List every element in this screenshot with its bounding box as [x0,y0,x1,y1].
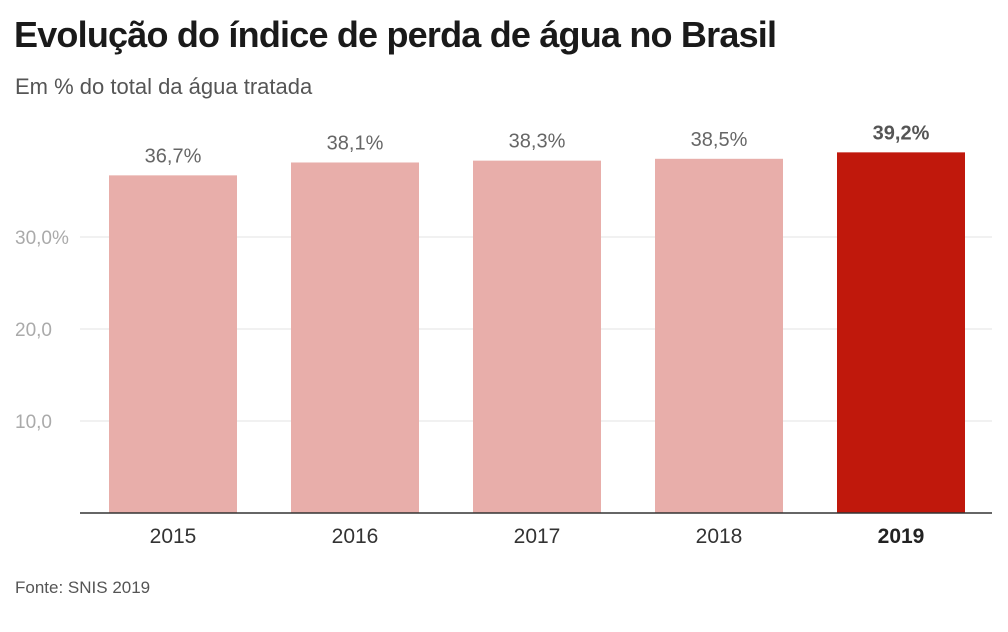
data-labels: 36,7% 38,1% 38,3% 38,5% 39,2% [145,122,930,167]
x-tick-label: 2016 [332,525,379,548]
bar [837,152,965,514]
y-tick-label: 10,0 [15,412,52,433]
bar [655,158,783,514]
data-label: 38,5% [691,129,748,151]
bars [109,152,965,514]
bar [473,160,601,513]
bar [291,162,419,514]
bar [109,175,237,514]
x-tick-label: 2019 [878,525,925,548]
chart-subtitle: Em % do total da água tratada [15,74,313,99]
source-note: Fonte: SNIS 2019 [15,578,151,597]
y-axis-labels: 10,0 20,0 30,0% [15,228,69,433]
x-axis-labels: 2015 2016 2017 2018 2019 [150,525,925,548]
y-tick-label: 20,0 [15,320,52,341]
x-tick-label: 2018 [696,525,743,548]
chart-title: Evolução do índice de perda de água no B… [14,14,777,55]
data-label: 39,2% [873,122,930,144]
data-label: 38,1% [327,132,384,154]
data-label: 36,7% [145,145,202,167]
x-tick-label: 2015 [150,525,197,548]
y-tick-label: 30,0% [15,228,69,249]
data-label: 38,3% [509,131,566,153]
x-tick-label: 2017 [514,525,561,548]
